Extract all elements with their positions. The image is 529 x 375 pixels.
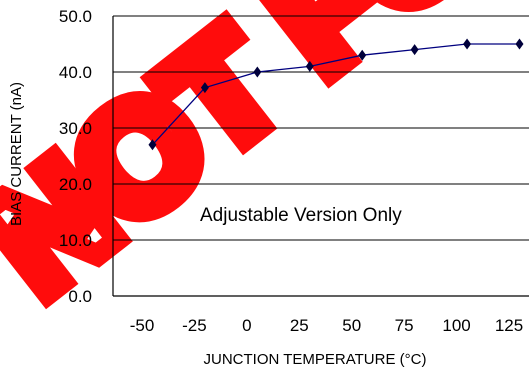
- x-tick-label--25: -25: [182, 316, 207, 335]
- series-line: [152, 43, 520, 146]
- y-tick-label-40: 40.0: [59, 63, 92, 82]
- x-axis-title: JUNCTION TEMPERATURE (°C): [204, 351, 427, 368]
- watermark: NOT FOR: [0, 0, 529, 336]
- data-point-7: [515, 38, 524, 50]
- annotation-adjustable-version: Adjustable Version Only: [200, 205, 402, 226]
- y-tick-label-10: 10.0: [59, 231, 92, 250]
- x-tick-label-125: 125: [495, 316, 523, 335]
- x-tick-label-0: 0: [242, 316, 251, 335]
- x-tick-labels: -50 -25 0 25 50 75 100 125: [130, 316, 523, 335]
- data-point-1: [200, 82, 209, 94]
- data-point-2: [253, 66, 262, 78]
- y-tick-labels: 0.0 10.0 20.0 30.0 40.0 50.0: [59, 7, 92, 306]
- y-axis-title: BIAS CURRENT (nA): [8, 82, 25, 226]
- x-tick-label--50: -50: [130, 316, 155, 335]
- y-tick-label-20: 20.0: [59, 175, 92, 194]
- plot-area: [112, 16, 529, 297]
- watermark-text: NOT FOR: [0, 0, 529, 336]
- y-tick-label-30: 30.0: [59, 119, 92, 138]
- data-point-6: [463, 38, 472, 50]
- x-tick-label-50: 50: [342, 316, 361, 335]
- data-point-3: [305, 60, 314, 72]
- grid-lines: [113, 15, 529, 241]
- x-tick-label-25: 25: [290, 316, 309, 335]
- data-point-5: [410, 44, 419, 56]
- y-tick-label-50: 50.0: [59, 7, 92, 26]
- x-tick-label-100: 100: [442, 316, 470, 335]
- y-tick-label-0: 0.0: [68, 287, 92, 306]
- series-bias-current: [148, 38, 524, 151]
- x-tick-label-75: 75: [395, 316, 414, 335]
- data-point-0: [148, 139, 157, 151]
- data-point-4: [358, 49, 367, 61]
